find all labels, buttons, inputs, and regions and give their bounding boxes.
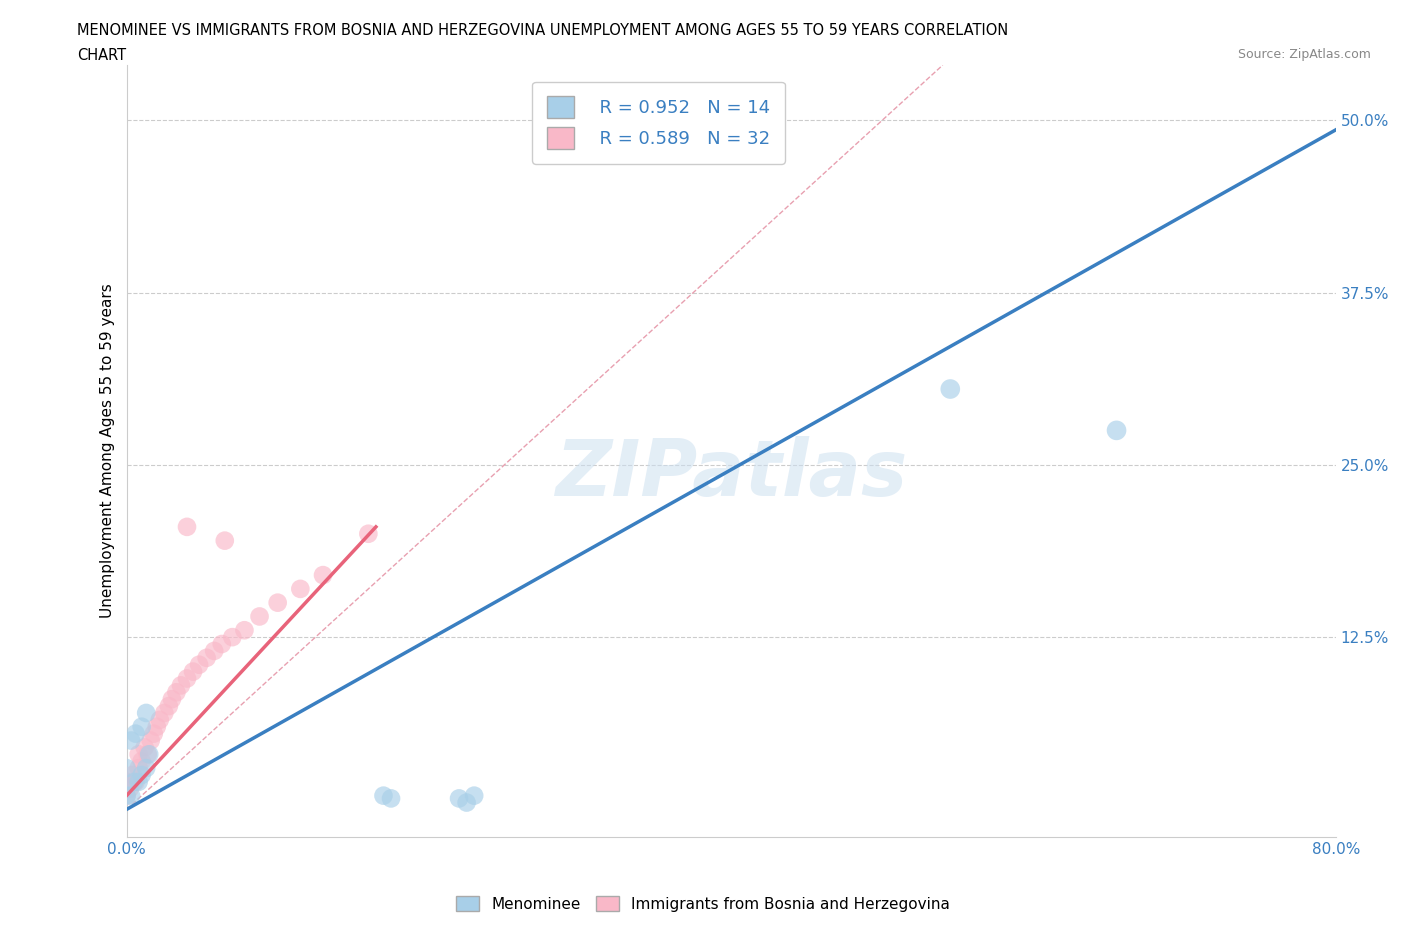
Point xyxy=(120,733,142,748)
Point xyxy=(233,623,256,638)
Point xyxy=(249,609,271,624)
Point xyxy=(221,630,243,644)
Point xyxy=(153,706,176,721)
Point xyxy=(128,761,150,776)
Point xyxy=(463,789,485,804)
Point xyxy=(134,740,156,755)
Point xyxy=(118,781,141,796)
Point xyxy=(135,761,157,776)
Point xyxy=(149,712,172,727)
Point xyxy=(181,664,204,679)
Point xyxy=(115,789,138,804)
Point xyxy=(214,533,236,548)
Point xyxy=(373,789,395,804)
Text: ZIPatlas: ZIPatlas xyxy=(555,436,907,512)
Point xyxy=(170,678,193,693)
Point xyxy=(157,698,180,713)
Point xyxy=(115,775,138,790)
Point xyxy=(456,795,478,810)
Point xyxy=(139,733,162,748)
Point xyxy=(131,753,153,768)
Point xyxy=(146,719,169,734)
Point xyxy=(290,581,312,596)
Point xyxy=(124,726,146,741)
Point xyxy=(195,650,218,665)
Point xyxy=(160,692,183,707)
Legend:   R = 0.952   N = 14,   R = 0.589   N = 32: R = 0.952 N = 14, R = 0.589 N = 32 xyxy=(533,82,785,164)
Point xyxy=(447,790,470,805)
Point xyxy=(138,747,160,762)
Legend: Menominee, Immigrants from Bosnia and Herzegovina: Menominee, Immigrants from Bosnia and He… xyxy=(450,889,956,918)
Point xyxy=(115,789,138,804)
Point xyxy=(176,520,198,535)
Point xyxy=(202,644,225,658)
Point xyxy=(122,775,145,790)
Y-axis label: Unemployment Among Ages 55 to 59 years: Unemployment Among Ages 55 to 59 years xyxy=(100,284,115,618)
Point xyxy=(939,381,962,396)
Point xyxy=(121,767,143,782)
Point xyxy=(312,567,335,582)
Text: CHART: CHART xyxy=(77,48,127,63)
Point xyxy=(120,789,142,804)
Point xyxy=(211,637,233,652)
Point xyxy=(142,726,165,741)
Point xyxy=(124,775,146,790)
Point xyxy=(188,658,211,672)
Point xyxy=(176,671,198,686)
Point xyxy=(128,775,150,790)
Point xyxy=(267,595,290,610)
Point xyxy=(357,526,380,541)
Point xyxy=(1105,423,1128,438)
Point xyxy=(380,790,402,805)
Point xyxy=(136,747,159,762)
Point xyxy=(135,706,157,721)
Text: MENOMINEE VS IMMIGRANTS FROM BOSNIA AND HERZEGOVINA UNEMPLOYMENT AMONG AGES 55 T: MENOMINEE VS IMMIGRANTS FROM BOSNIA AND … xyxy=(77,23,1008,38)
Text: Source: ZipAtlas.com: Source: ZipAtlas.com xyxy=(1237,48,1371,61)
Point xyxy=(128,747,150,762)
Point xyxy=(131,767,153,782)
Point xyxy=(165,684,187,699)
Point xyxy=(115,761,138,776)
Point xyxy=(131,719,153,734)
